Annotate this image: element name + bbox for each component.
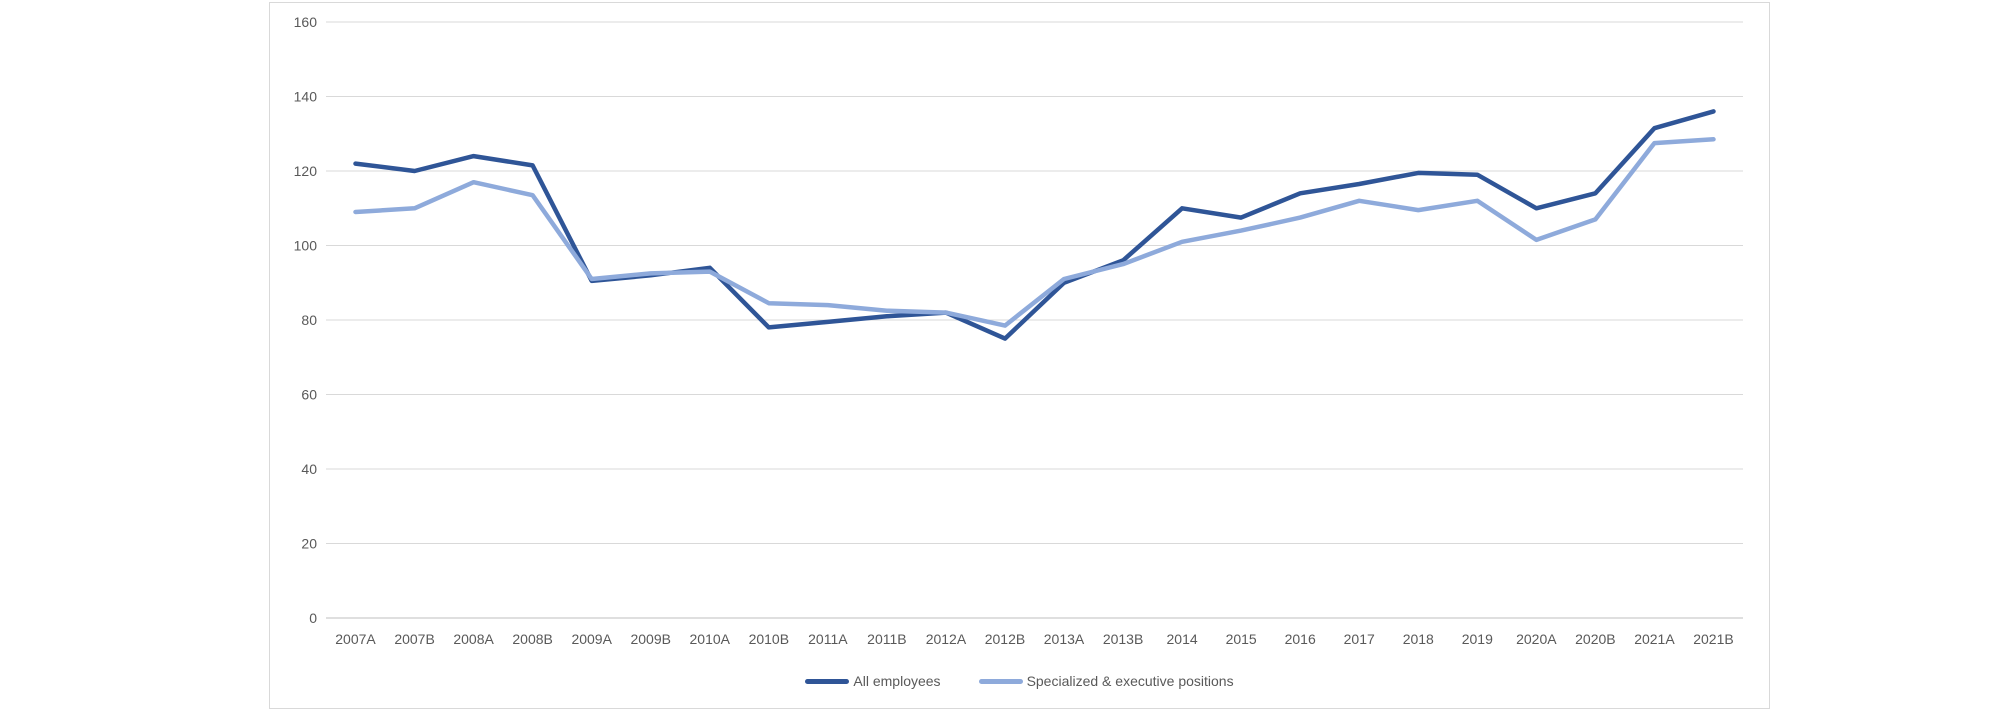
x-axis-tick-label: 2013A [1044, 631, 1085, 647]
y-axis-tick-label: 40 [301, 461, 317, 477]
y-axis-tick-label: 140 [294, 89, 318, 105]
x-axis-tick-label: 2011B [867, 631, 906, 647]
y-axis-tick-label: 160 [294, 14, 318, 30]
x-axis-tick-label: 2015 [1226, 631, 1257, 647]
x-axis-tick-label: 2018 [1403, 631, 1434, 647]
y-axis-tick-label: 100 [294, 238, 318, 254]
y-axis-tick-label: 80 [301, 312, 317, 328]
x-axis-tick-label: 2008B [512, 631, 552, 647]
x-axis-tick-label: 2020B [1575, 631, 1615, 647]
x-axis-tick-label: 2017 [1344, 631, 1375, 647]
x-axis-tick-label: 2021B [1693, 631, 1733, 647]
x-axis-tick-label: 2014 [1167, 631, 1198, 647]
y-axis-tick-label: 60 [301, 387, 317, 403]
line-chart-container: 0 20 40 60 80 100 120 140 160 2007A 2007B 2008A 2008… [269, 2, 1770, 709]
x-axis-tick-label: 2009A [571, 631, 612, 647]
x-axis-tick-label: 2007A [335, 631, 376, 647]
x-axis-tick-label: 2011A [808, 631, 848, 647]
x-axis-tick-label: 2008A [453, 631, 494, 647]
y-axis-tick-label: 20 [301, 536, 317, 552]
y-axis-tick-label: 120 [294, 163, 318, 179]
x-axis-tick-label: 2019 [1462, 631, 1493, 647]
series-line-specialized-executive-positions [353, 137, 1716, 328]
x-axis-tick-label: 2010B [749, 631, 789, 647]
x-axis-tick-label: 2020A [1516, 631, 1557, 647]
x-axis-tick-label: 2012A [926, 631, 967, 647]
x-axis-tick-label: 2012B [985, 631, 1025, 647]
x-axis-tick-label: 2021A [1634, 631, 1675, 647]
x-axis-tick-label: 2010A [690, 631, 731, 647]
x-axis-tick-label: 2013B [1103, 631, 1143, 647]
x-axis-tick-label: 2009B [630, 631, 670, 647]
chart-plot-area: 0 20 40 60 80 100 120 140 160 2007A 2007B 2008A 2008… [294, 14, 1743, 647]
x-axis-tick-label: 2016 [1285, 631, 1316, 647]
x-axis-tick-label: 2007B [394, 631, 434, 647]
y-axis-tick-label: 0 [309, 610, 317, 626]
